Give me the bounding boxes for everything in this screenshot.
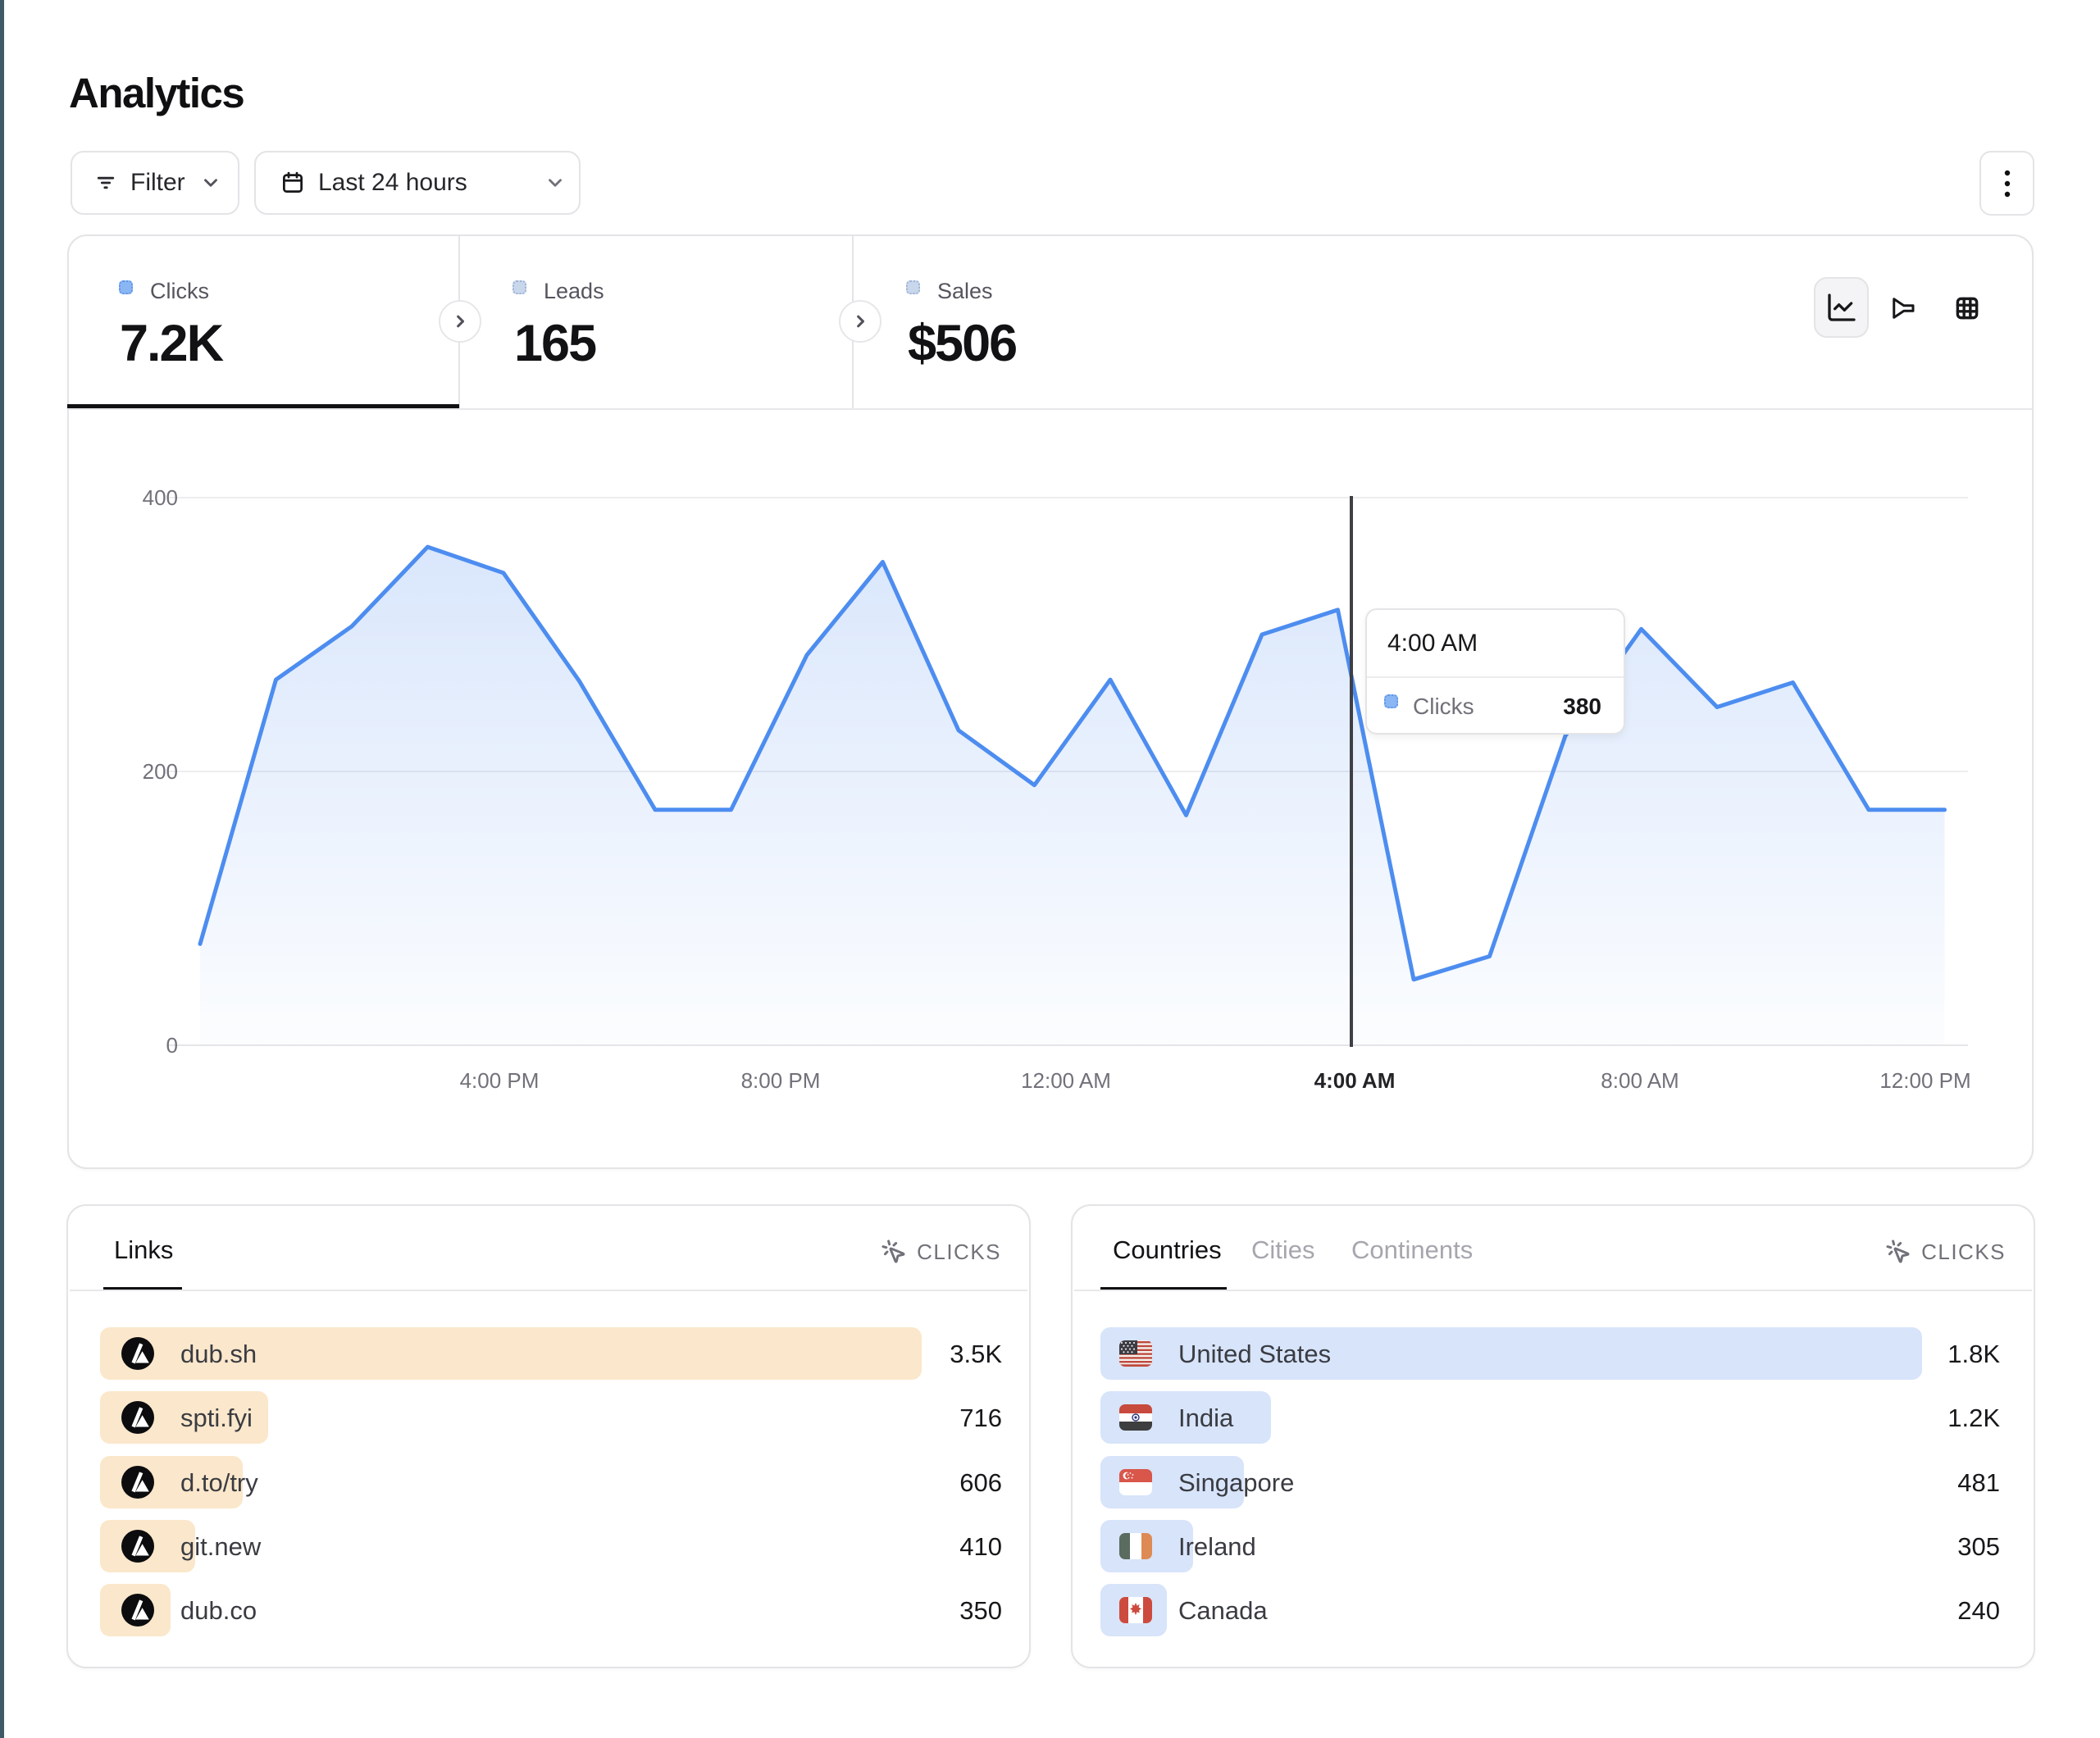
svg-text:8:00 PM: 8:00 PM	[741, 1068, 821, 1093]
svg-text:4:00 PM: 4:00 PM	[460, 1068, 540, 1093]
svg-text:12:00 PM: 12:00 PM	[1879, 1068, 1970, 1093]
svg-text:8:00 AM: 8:00 AM	[1601, 1068, 1679, 1093]
svg-text:12:00 AM: 12:00 AM	[1021, 1068, 1111, 1093]
svg-text:400: 400	[143, 485, 178, 510]
svg-text:0: 0	[166, 1033, 178, 1058]
svg-text:200: 200	[143, 759, 178, 784]
svg-text:4:00 AM: 4:00 AM	[1314, 1068, 1396, 1093]
